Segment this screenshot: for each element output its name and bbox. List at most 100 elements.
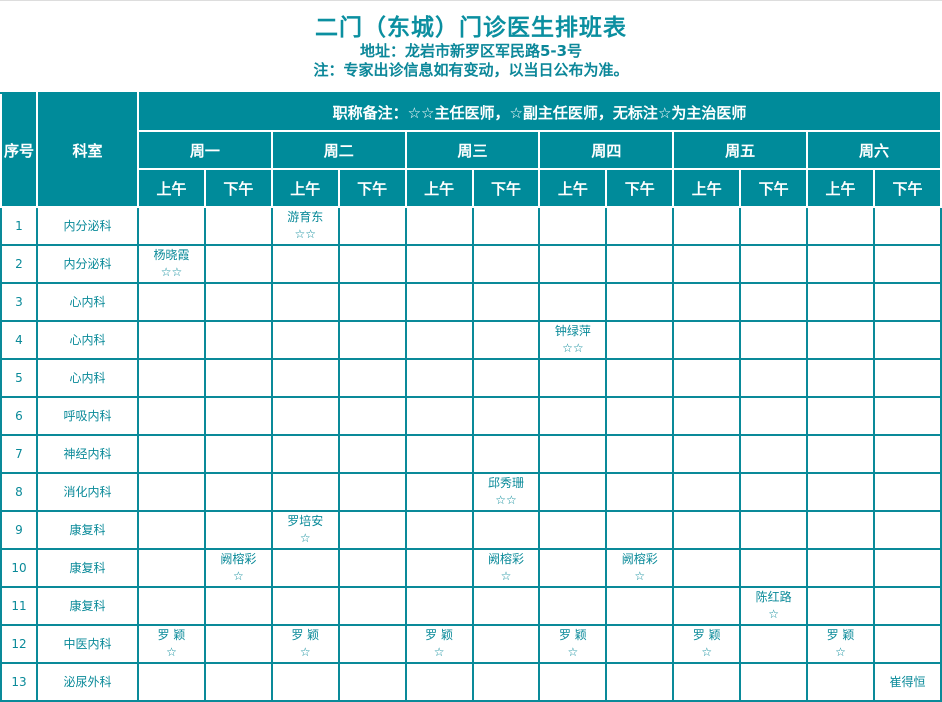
header-am: 上午 xyxy=(137,168,206,208)
department: 心内科 xyxy=(36,358,139,398)
doctor-name: 罗培安 xyxy=(287,514,324,528)
schedule-cell xyxy=(538,206,608,246)
title-stars: ☆☆ xyxy=(562,341,584,355)
schedule-cell xyxy=(538,586,608,626)
schedule-cell xyxy=(337,548,407,588)
schedule-cell xyxy=(605,472,675,512)
schedule-cell xyxy=(806,434,875,474)
schedule-cell: 杨晓霞 ☆☆ xyxy=(137,244,206,284)
header-pm: 下午 xyxy=(471,168,541,208)
schedule-cell xyxy=(270,586,340,626)
schedule-cell xyxy=(203,244,273,284)
table-row: 8 消化内科 邱秀珊 ☆☆ xyxy=(0,472,942,512)
header-am: 上午 xyxy=(270,168,340,208)
header-day: 周四 xyxy=(538,130,675,170)
schedule-cell xyxy=(739,624,809,664)
schedule-cell: 阙榕彩 ☆ xyxy=(605,548,675,588)
schedule-cell xyxy=(337,510,407,550)
schedule-cell xyxy=(471,662,541,702)
header-dept: 科室 xyxy=(36,92,139,208)
schedule-cell xyxy=(270,548,340,588)
title-stars: ☆ xyxy=(768,607,779,621)
row-number: 2 xyxy=(0,244,38,284)
schedule-cell xyxy=(471,624,541,664)
header-day: 周二 xyxy=(270,130,407,170)
schedule-cell xyxy=(404,548,474,588)
header-day: 周一 xyxy=(137,130,273,170)
schedule-cell: 阙榕彩 ☆ xyxy=(203,548,273,588)
table-row: 2 内分泌科 杨晓霞 ☆☆ xyxy=(0,244,942,284)
schedule-cell xyxy=(806,662,875,702)
doctor-name: 游育东 xyxy=(287,210,324,224)
schedule-cell xyxy=(672,586,742,626)
schedule-cell xyxy=(672,320,742,360)
title-stars: ☆ xyxy=(835,645,846,659)
schedule-cell xyxy=(672,358,742,398)
schedule-cell xyxy=(203,320,273,360)
schedule-cell xyxy=(137,358,206,398)
title-stars: ☆☆ xyxy=(160,265,183,279)
schedule-cell xyxy=(337,586,407,626)
notice: 注：专家出诊信息如有变动，以当日公布为准。 xyxy=(313,61,629,79)
doctor-name: 陈红路 xyxy=(755,590,792,604)
table-row: 7 神经内科 xyxy=(0,434,942,474)
doctor-name: 罗 颖 xyxy=(826,628,855,642)
header-day: 周三 xyxy=(404,130,541,170)
department: 康复科 xyxy=(36,510,139,550)
schedule-cell xyxy=(203,472,273,512)
schedule-cell xyxy=(203,434,273,474)
schedule-cell xyxy=(404,244,474,284)
schedule-cell: 钟绿萍 ☆☆ xyxy=(538,320,608,360)
header-am: 上午 xyxy=(806,168,875,208)
doctor-name: 崔得恒 xyxy=(889,674,926,689)
schedule-cell xyxy=(270,282,340,322)
schedule-cell xyxy=(672,244,742,284)
row-number: 10 xyxy=(0,548,38,588)
row-number: 13 xyxy=(0,662,38,702)
schedule-cell xyxy=(404,434,474,474)
schedule-cell xyxy=(471,396,541,436)
doctor-name: 阙榕彩 xyxy=(621,552,658,566)
schedule-cell xyxy=(872,434,942,474)
header-day: 周五 xyxy=(672,130,809,170)
doctor-name: 钟绿萍 xyxy=(554,324,591,338)
schedule-cell xyxy=(739,662,809,702)
schedule-cell xyxy=(672,206,742,246)
header-day: 周六 xyxy=(806,130,942,170)
row-number: 11 xyxy=(0,586,38,626)
page-header: 二门（东城）门诊医生排班表 地址：龙岩市新罗区军民路5-3号 注：专家出诊信息如… xyxy=(0,0,942,92)
title-stars: ☆☆ xyxy=(294,227,317,241)
header-pm: 下午 xyxy=(739,168,809,208)
schedule-cell xyxy=(203,624,273,664)
schedule-cell xyxy=(471,586,541,626)
schedule-cell xyxy=(538,548,608,588)
title-stars: ☆ xyxy=(634,569,646,583)
schedule-cell xyxy=(404,396,474,436)
table-row: 12 中医内科 罗 颖 ☆ 罗 颖 ☆ 罗 颖 ☆ 罗 颖 ☆ 罗 颖 ☆ 罗 颖 ☆ xyxy=(0,624,942,664)
schedule-cell xyxy=(806,358,875,398)
table-row: 1 内分泌科 游育东 ☆☆ xyxy=(0,206,942,246)
department: 康复科 xyxy=(36,586,139,626)
schedule-cell xyxy=(471,282,541,322)
schedule-cell xyxy=(605,358,675,398)
schedule-cell xyxy=(672,396,742,436)
table-row: 11 康复科 陈红路 ☆ xyxy=(0,586,942,626)
title-stars: ☆☆ xyxy=(495,493,517,507)
schedule-cell xyxy=(739,396,809,436)
schedule-cell xyxy=(605,396,675,436)
schedule-cell xyxy=(404,206,474,246)
schedule-cell: 罗 颖 ☆ xyxy=(538,624,608,664)
header-am: 上午 xyxy=(672,168,742,208)
schedule-cell xyxy=(605,586,675,626)
schedule-cell xyxy=(137,206,206,246)
row-number: 6 xyxy=(0,396,38,436)
schedule-cell xyxy=(806,548,875,588)
schedule-cell xyxy=(806,244,875,284)
schedule-cell xyxy=(739,472,809,512)
schedule-cell: 罗培安 ☆ xyxy=(270,510,340,550)
doctor-name: 罗 颖 xyxy=(425,628,453,642)
schedule-cell: 罗 颖 ☆ xyxy=(672,624,742,664)
schedule-cell xyxy=(872,510,942,550)
table-row: 9 康复科 罗培安 ☆ xyxy=(0,510,942,550)
schedule-cell xyxy=(203,586,273,626)
